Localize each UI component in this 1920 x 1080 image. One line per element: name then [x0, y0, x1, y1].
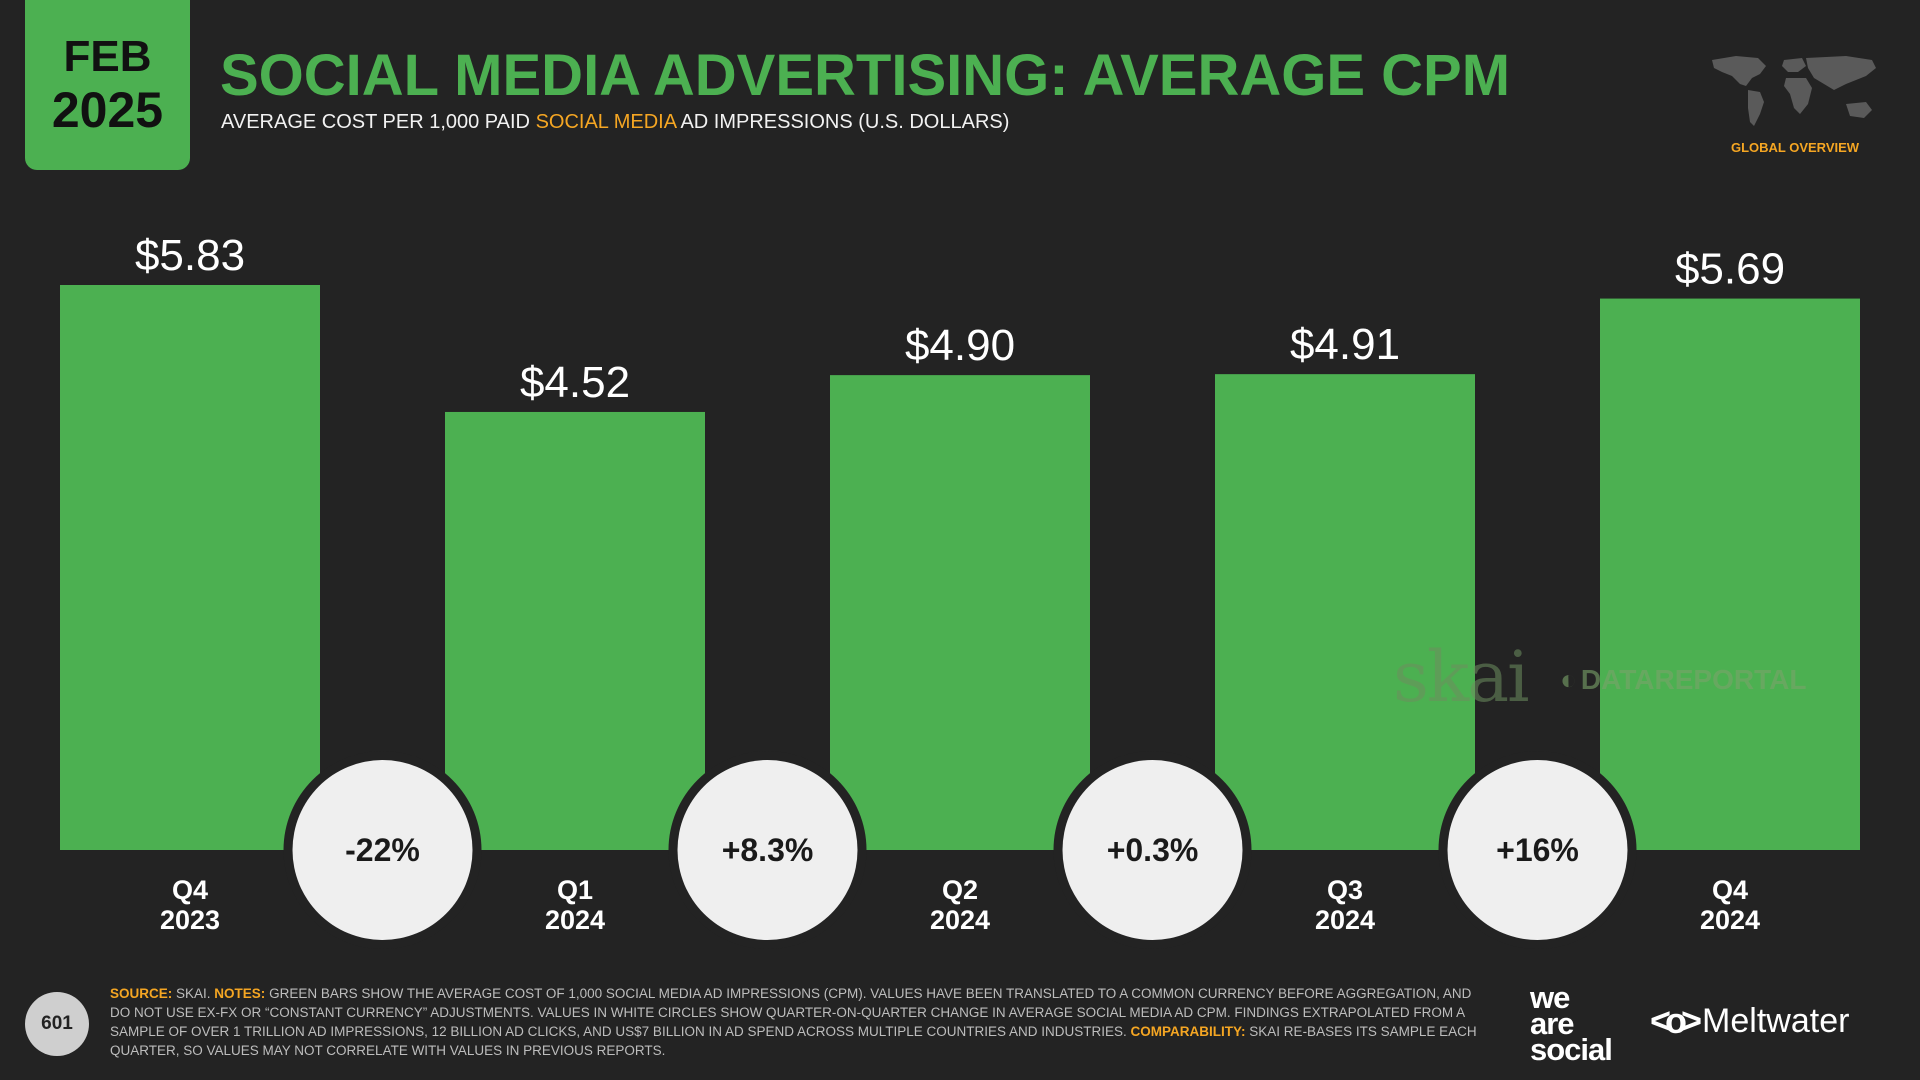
bar-chart: $5.83Q42023$4.52Q12024$4.90Q22024$4.91Q3… [60, 231, 1860, 949]
footnote: SOURCE: SKAI. NOTES: GREEN BARS SHOW THE… [110, 984, 1490, 1060]
bar-value-label: $5.69 [1675, 245, 1785, 294]
meltwater-logo: <o> Meltwater [1650, 1000, 1849, 1042]
change-label: -22% [345, 832, 420, 868]
source-label: SOURCE: [110, 986, 173, 1001]
x-tick-label: 2024 [1700, 905, 1760, 935]
brand-we: we [1530, 980, 1570, 1015]
bar [445, 411, 705, 850]
meltwater-label: Meltwater [1702, 1001, 1850, 1040]
comparability-label: COMPARABILITY: [1130, 1024, 1246, 1039]
subtitle-text-pre: AVERAGE COST PER 1,000 PAID [221, 111, 536, 133]
date-year: 2025 [51, 82, 164, 138]
bar [1215, 374, 1475, 850]
region-label: GLOBAL OVERVIEW [1730, 140, 1860, 155]
bar [60, 285, 320, 850]
x-tick-label: Q1 [557, 875, 593, 905]
datareportal-watermark: ◐ DATAREPORTAL [1560, 664, 1806, 696]
world-map-icon [1712, 56, 1876, 126]
x-tick-label: 2024 [930, 905, 990, 935]
page-subtitle: AVERAGE COST PER 1,000 PAID SOCIAL MEDIA… [221, 111, 1009, 134]
brand-social: social [1530, 1032, 1613, 1067]
change-circle [1062, 760, 1243, 940]
source-text: SKAI. [172, 986, 215, 1001]
subtitle-text-post: AD IMPRESSIONS (U.S. DOLLARS) [675, 111, 1010, 133]
bar-value-label: $4.90 [905, 321, 1015, 370]
brand-are: are [1530, 1006, 1575, 1041]
change-circle [1447, 760, 1628, 940]
change-label: +16% [1496, 832, 1579, 868]
x-tick-label: 2024 [545, 905, 605, 935]
date-tab: FEB 2025 [25, 0, 190, 170]
bar-value-label: $5.83 [135, 231, 245, 280]
notes-label: NOTES: [214, 986, 266, 1001]
x-tick-label: Q4 [172, 875, 208, 905]
page-title: SOCIAL MEDIA ADVERTISING: AVERAGE CPM [220, 43, 1511, 108]
notes-text: GREEN BARS SHOW THE AVERAGE COST OF 1,00… [110, 986, 1472, 1039]
change-label: +8.3% [722, 832, 814, 868]
x-tick-label: 2023 [160, 905, 220, 935]
x-tick-label: Q3 [1327, 875, 1363, 905]
bar [830, 375, 1090, 850]
comparability-text: SKAI RE-BASES ITS SAMPLE EACH QUARTER, S… [110, 1024, 1477, 1058]
date-month: FEB [63, 32, 152, 81]
bar [1600, 298, 1860, 850]
bar-value-label: $4.52 [520, 358, 630, 407]
datareportal-label: DATAREPORTAL [1580, 664, 1807, 695]
subtitle-highlight: SOCIAL MEDIA [535, 111, 676, 133]
meltwater-icon: <o> [1650, 1000, 1702, 1041]
x-tick-label: Q4 [1712, 875, 1748, 905]
change-label: +0.3% [1107, 832, 1199, 868]
change-circle [677, 760, 858, 940]
datareportal-icon: ◐ [1560, 664, 1577, 695]
skai-watermark: skai [1393, 636, 1529, 718]
x-tick-label: Q2 [942, 875, 978, 905]
change-circle [292, 760, 473, 940]
page-number: 601 [25, 992, 89, 1056]
bar-value-label: $4.91 [1290, 320, 1400, 369]
we-are-social-logo: we are social [1530, 980, 1613, 1067]
x-tick-label: 2024 [1315, 905, 1375, 935]
